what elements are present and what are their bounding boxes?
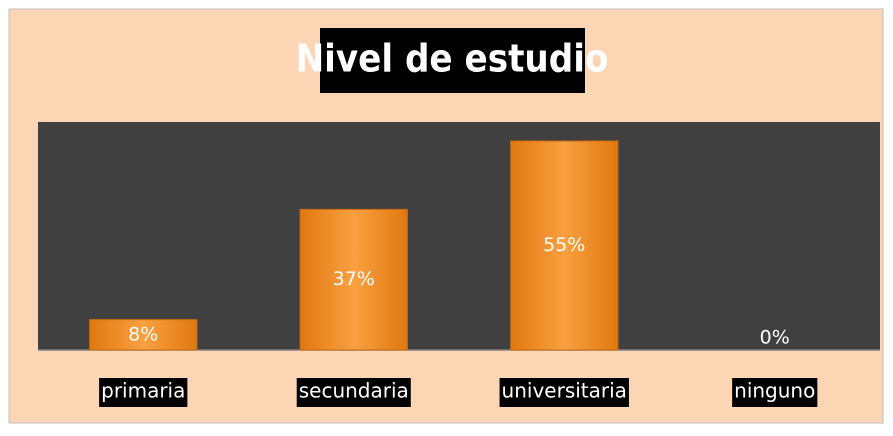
data-label: 37% xyxy=(333,268,375,290)
bar xyxy=(89,319,198,351)
data-label: 55% xyxy=(543,234,585,256)
data-label: 0% xyxy=(760,327,790,349)
x-tick-label-background xyxy=(296,378,411,407)
data-label: 8% xyxy=(128,323,158,345)
chart-title: Nivel de estudio xyxy=(296,37,609,81)
x-tick-label: universitaria xyxy=(502,379,627,403)
x-tick-label: secundaria xyxy=(299,379,409,403)
x-tick-label-background xyxy=(99,378,188,407)
bar xyxy=(299,208,408,351)
x-tick-label: ninguno xyxy=(734,379,815,403)
plot-area xyxy=(38,122,880,350)
x-tick-label-background xyxy=(499,378,629,407)
title-background xyxy=(320,28,585,93)
x-tick-label: primaria xyxy=(101,379,185,403)
bar xyxy=(510,140,619,351)
x-tick-label-background xyxy=(732,378,818,407)
